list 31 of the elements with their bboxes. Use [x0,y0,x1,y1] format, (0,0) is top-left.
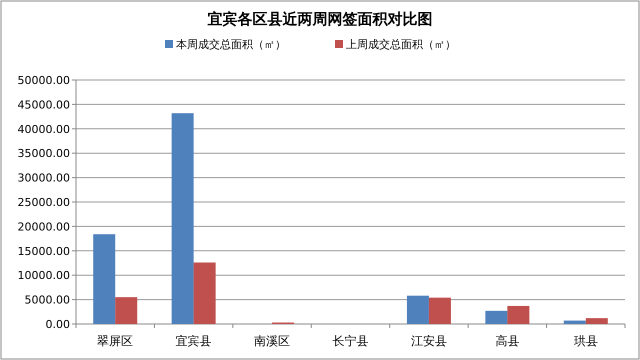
bar [485,310,508,324]
bar [586,318,608,324]
title: 宜宾各区县近两周网签面积对比图 [208,10,432,28]
legend-label: 上周成交总面积（㎡） [346,38,456,51]
y-tick-label: 30000.00 [18,172,70,185]
y-tick-label: 0.00 [46,318,70,331]
y-tick-label: 35000.00 [18,147,70,160]
x-tick-label: 珙县 [574,334,598,348]
x-tick-label: 宜宾县 [176,334,212,348]
y-tick-label: 5000.00 [24,294,70,307]
bar [564,320,586,324]
y-tick-label: 15000.00 [18,244,70,258]
bar [194,262,216,324]
bar [93,234,116,324]
y-tick-label: 20000.00 [18,220,70,234]
legend-label: 本周成交总面积（㎡） [176,38,286,51]
y-tick-label: 45000.00 [18,98,70,112]
x-tick-label: 江安县 [410,334,447,348]
x-tick-label: 高县 [495,334,520,348]
bar [172,113,194,324]
y-tick-label: 10000.00 [18,269,70,282]
x-tick-label: 南溪区 [254,334,290,348]
bar [406,296,429,324]
x-tick-label: 翠屏区 [97,334,134,348]
y-tick-label: 40000.00 [18,122,70,136]
y-tick-label: 25000.00 [18,196,70,209]
bar [115,297,138,324]
x-tick-label: 长宁县 [332,334,368,348]
y-tick-label: 50000.00 [18,74,70,87]
bar [428,298,451,324]
bar [507,306,530,324]
